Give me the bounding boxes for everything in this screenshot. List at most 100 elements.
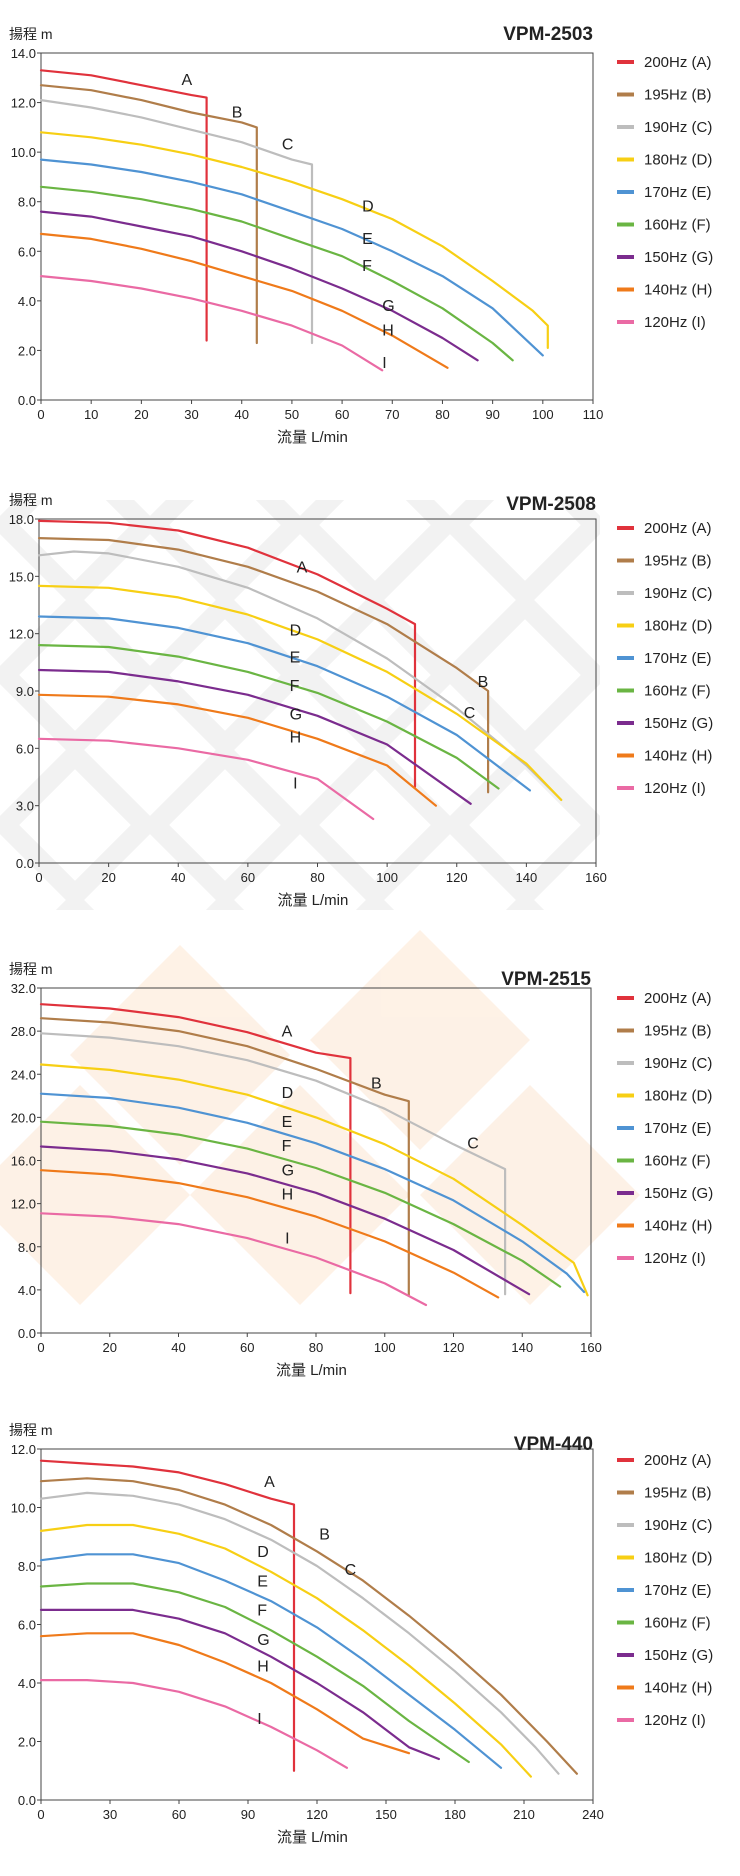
series-line-i <box>39 1678 348 1769</box>
series-label-f: F <box>282 1138 292 1155</box>
series-label-b: B <box>478 674 489 691</box>
x-tick-label: 40 <box>171 1340 185 1355</box>
x-axis-label: 流量 L/min <box>278 892 349 909</box>
y-tick-label: 12.0 <box>11 96 36 111</box>
series-label-i: I <box>293 775 297 792</box>
x-axis-label: 流量 L/min <box>276 1362 347 1379</box>
series-label-i: I <box>382 355 386 372</box>
plot-frame <box>40 52 594 401</box>
series-label-a: A <box>297 560 308 577</box>
series-label-d: D <box>362 199 374 216</box>
x-tick-label: 240 <box>582 1807 604 1822</box>
series-label-g: G <box>282 1163 294 1180</box>
x-tick-label: 120 <box>306 1807 328 1822</box>
y-tick-label: 8.0 <box>18 1240 36 1255</box>
x-tick-label: 0 <box>37 1340 44 1355</box>
series-line-g <box>39 1145 531 1296</box>
y-tick-label: 12.0 <box>11 1197 36 1212</box>
legend: 200Hz (A) 195Hz (B) 190Hz (C) 180Hz (D) 170H… <box>617 520 713 797</box>
y-tick-label: 32.0 <box>11 981 36 996</box>
legend: 200Hz (A) 195Hz (B) 190Hz (C) 180Hz (D) 170H… <box>617 54 713 331</box>
series-line-c <box>39 1032 507 1296</box>
y-tick-label: 2.0 <box>18 343 36 358</box>
series-line-c <box>39 98 314 345</box>
x-tick-label: 0 <box>37 1807 44 1822</box>
legend: 200Hz (A) 195Hz (B) 190Hz (C) 180Hz (D) 170H… <box>617 990 713 1267</box>
legend-entry: 170Hz (E) <box>644 1582 712 1599</box>
x-tick-label: 60 <box>240 1340 254 1355</box>
x-tick-label: 100 <box>374 1340 396 1355</box>
legend-entry: 160Hz (F) <box>644 217 711 234</box>
series-label-e: E <box>362 231 373 248</box>
series-line-f <box>39 1120 562 1288</box>
series-label-c: C <box>467 1136 479 1153</box>
legend-entry: 150Hz (G) <box>644 1647 713 1664</box>
legend-entry: 180Hz (D) <box>644 618 712 635</box>
x-tick-label: 20 <box>134 407 148 422</box>
y-axis-label: 揚程 m <box>9 26 53 42</box>
y-tick-label: 16.0 <box>11 1154 36 1169</box>
y-tick-label: 12.0 <box>11 1442 36 1457</box>
x-tick-label: 40 <box>171 870 185 885</box>
chart-4: VPM-440 揚程 m 流量 L/min 0.0 2.0 4.0 6.0 8.0 10.0 12… <box>9 1422 713 1846</box>
chart-1: VPM-2503 揚程 m 流量 L/min 0.0 2.0 4.0 6.0 8.0 10.0 1… <box>9 24 713 446</box>
legend-entry: 190Hz (C) <box>644 119 712 136</box>
legend-entry: 160Hz (F) <box>644 1615 711 1632</box>
legend-entry: 170Hz (E) <box>644 184 712 201</box>
series-line-f <box>39 185 514 362</box>
x-tick-label: 20 <box>103 1340 117 1355</box>
x-tick-label: 140 <box>511 1340 533 1355</box>
series-line-i <box>39 275 384 372</box>
x-tick-label: 180 <box>444 1807 466 1822</box>
series-label-e: E <box>282 1114 293 1131</box>
legend-entry: 140Hz (H) <box>644 748 712 765</box>
legend-entry: 150Hz (G) <box>644 249 713 266</box>
legend-entry: 120Hz (I) <box>644 780 706 797</box>
series-label-c: C <box>464 705 476 722</box>
x-axis-label: 流量 L/min <box>277 429 348 446</box>
series-line-f <box>39 1582 470 1764</box>
y-tick-label: 14.0 <box>11 46 36 61</box>
y-tick-label: 28.0 <box>11 1024 36 1039</box>
series-label-h: H <box>382 323 394 340</box>
y-tick-label: 6.0 <box>16 741 34 756</box>
y-tick-label: 4.0 <box>18 1676 36 1691</box>
series-label-f: F <box>257 1603 267 1620</box>
legend-entry: 180Hz (D) <box>644 1088 712 1105</box>
x-tick-label: 210 <box>513 1807 535 1822</box>
series-label-a: A <box>182 72 193 89</box>
x-tick-label: 80 <box>310 870 324 885</box>
series-line-g <box>39 210 479 362</box>
series-label-e: E <box>290 649 301 666</box>
series-label-b: B <box>319 1527 330 1544</box>
y-tick-label: 4.0 <box>18 1283 36 1298</box>
series-line-c <box>39 1491 560 1775</box>
y-tick-label: 8.0 <box>18 195 36 210</box>
series-line-d <box>39 131 549 349</box>
series-label-b: B <box>371 1075 382 1092</box>
legend-entry: 140Hz (H) <box>644 1218 712 1235</box>
series-label-c: C <box>345 1562 357 1579</box>
x-tick-label: 60 <box>335 407 349 422</box>
y-tick-label: 2.0 <box>18 1735 36 1750</box>
chart-title: VPM-2503 <box>503 24 593 45</box>
series-line-h <box>39 1169 500 1299</box>
legend-entry: 195Hz (B) <box>644 1023 712 1040</box>
series-label-a: A <box>282 1024 293 1041</box>
legend-entry: 140Hz (H) <box>644 282 712 299</box>
y-tick-label: 15.0 <box>9 569 34 584</box>
legend-entry: 180Hz (D) <box>644 1550 712 1567</box>
series-line-d <box>39 1523 533 1778</box>
y-axis-label: 揚程 m <box>9 961 53 977</box>
y-tick-label: 10.0 <box>11 1501 36 1516</box>
legend-entry: 120Hz (I) <box>644 1712 706 1729</box>
series-label-e: E <box>257 1573 268 1590</box>
x-tick-label: 120 <box>446 870 468 885</box>
x-tick-label: 160 <box>585 870 607 885</box>
series-label-i: I <box>257 1711 261 1728</box>
series-line-g <box>37 668 472 805</box>
legend: 200Hz (A) 195Hz (B) 190Hz (C) 180Hz (D) 170H… <box>617 1452 713 1729</box>
y-tick-label: 9.0 <box>16 684 34 699</box>
series-label-f: F <box>290 678 300 695</box>
legend-entry: 170Hz (E) <box>644 1120 712 1137</box>
